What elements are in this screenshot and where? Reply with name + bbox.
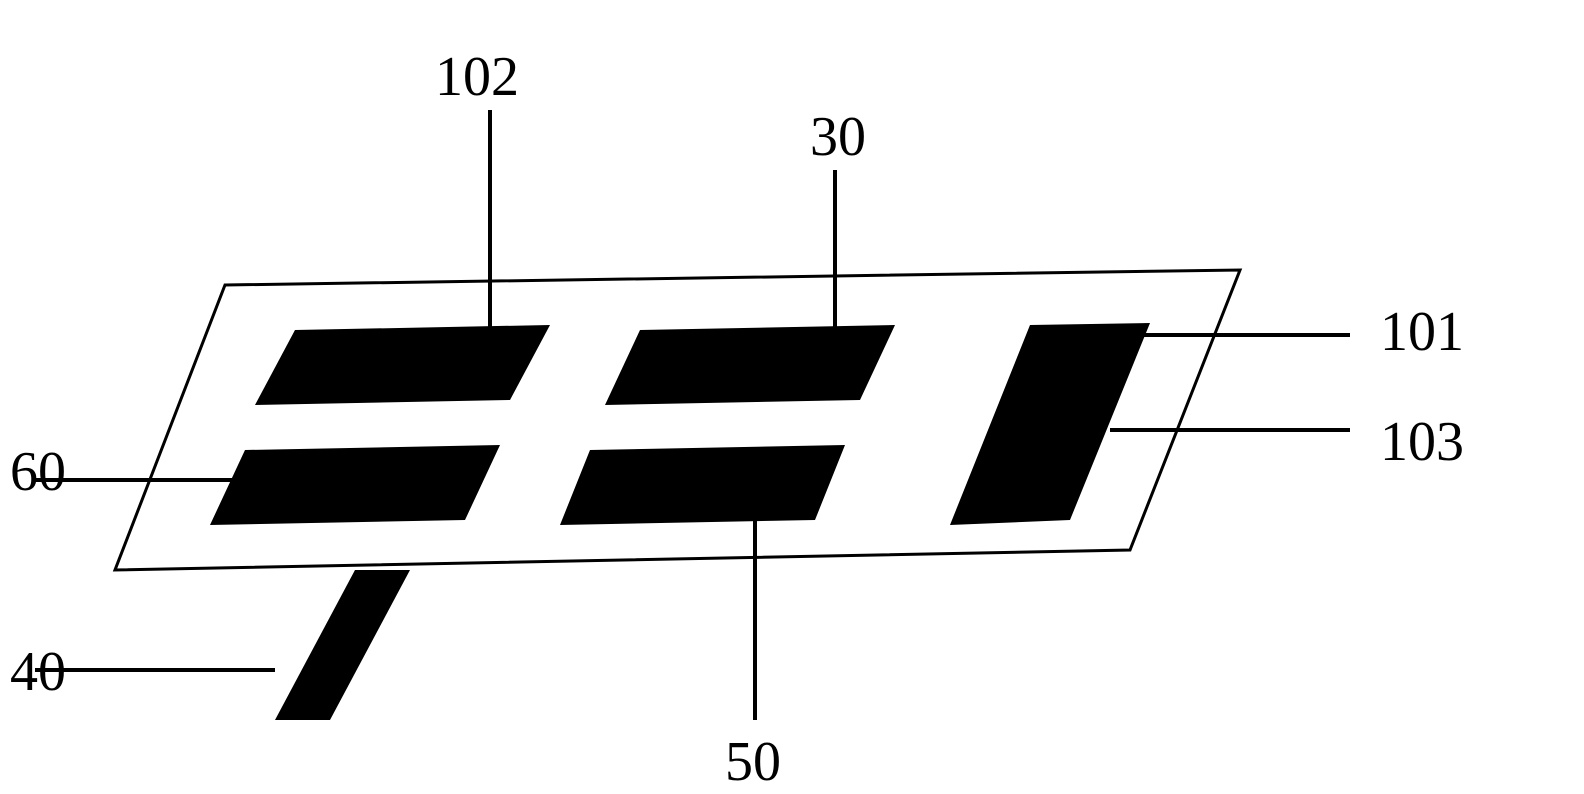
label-40: 40 — [10, 640, 66, 704]
label-50: 50 — [725, 730, 781, 794]
technical-diagram: 102 30 101 103 60 40 50 — [0, 0, 1584, 794]
diagram-svg — [0, 0, 1584, 794]
region-50 — [560, 445, 845, 525]
label-102: 102 — [435, 45, 519, 109]
region-103 — [950, 323, 1150, 525]
region-30 — [605, 325, 895, 405]
region-102 — [255, 325, 550, 405]
region-40 — [275, 570, 410, 720]
label-103: 103 — [1380, 410, 1464, 474]
label-101: 101 — [1380, 300, 1464, 364]
label-30: 30 — [810, 105, 866, 169]
region-60 — [210, 445, 500, 525]
label-60: 60 — [10, 440, 66, 504]
